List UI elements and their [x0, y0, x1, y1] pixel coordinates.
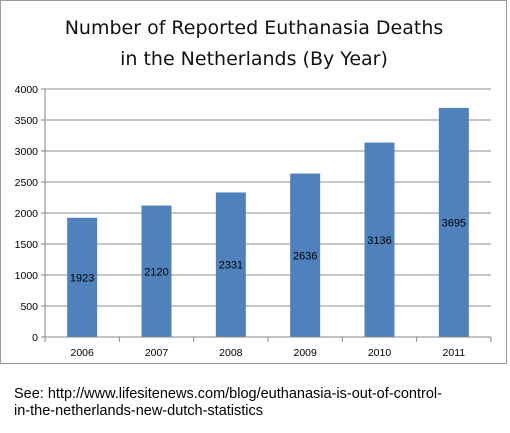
- axes: 0 500 1000 1500 2000 2500 3000 3500 4000 2006 2007…: [15, 84, 492, 359]
- chart-frame: Number of Reported Euthanasia Deaths in …: [0, 0, 507, 364]
- y-tick-label: 3000: [15, 146, 39, 158]
- x-tick-label: 2009: [293, 347, 317, 359]
- x-tick-label: 2010: [368, 347, 392, 359]
- bar-2011: [438, 107, 469, 337]
- chart-title-line-2: in the Netherlands (By Year): [120, 48, 388, 70]
- x-tick-label: 2011: [443, 347, 466, 359]
- bar-2007: [141, 205, 172, 337]
- x-tick-label: 2008: [219, 347, 243, 359]
- caption-line-1: See: http://www.lifesitenews.com/blog/eu…: [14, 386, 442, 402]
- y-tick-label: 3500: [15, 115, 39, 127]
- source-caption: See: http://www.lifesitenews.com/blog/eu…: [14, 386, 504, 420]
- bar-2008: [215, 192, 246, 337]
- data-label-2010: 3136: [367, 235, 391, 247]
- data-label-2007: 2120: [144, 266, 168, 278]
- data-labels: 1923 2120 2331 2636 3136 3695: [70, 217, 466, 284]
- y-tick-label: 2000: [15, 208, 39, 220]
- bar-2009: [290, 173, 321, 337]
- y-tick-label: 0: [32, 332, 38, 344]
- x-tick-label: 2007: [145, 347, 169, 359]
- x-tick-label: 2006: [70, 347, 94, 359]
- y-tick-label: 500: [20, 301, 38, 313]
- data-label-2009: 2636: [293, 250, 317, 262]
- data-label-2006: 1923: [70, 272, 94, 284]
- bar-2006: [67, 217, 98, 337]
- bar-2010: [364, 142, 395, 337]
- y-tick-label: 1500: [15, 239, 39, 251]
- data-label-2008: 2331: [219, 260, 243, 272]
- gridlines: [45, 88, 491, 307]
- data-label-2011: 3695: [442, 217, 466, 229]
- bars: [67, 107, 469, 337]
- y-tick-label: 1000: [15, 270, 39, 282]
- bar-chart: Number of Reported Euthanasia Deaths in …: [15, 17, 492, 359]
- y-tick-label: 4000: [15, 84, 39, 96]
- caption-line-2: in-the-netherlands-new-dutch-statistics: [14, 403, 264, 419]
- y-tick-label: 2500: [15, 177, 39, 189]
- chart-title-line-1: Number of Reported Euthanasia Deaths: [65, 17, 444, 39]
